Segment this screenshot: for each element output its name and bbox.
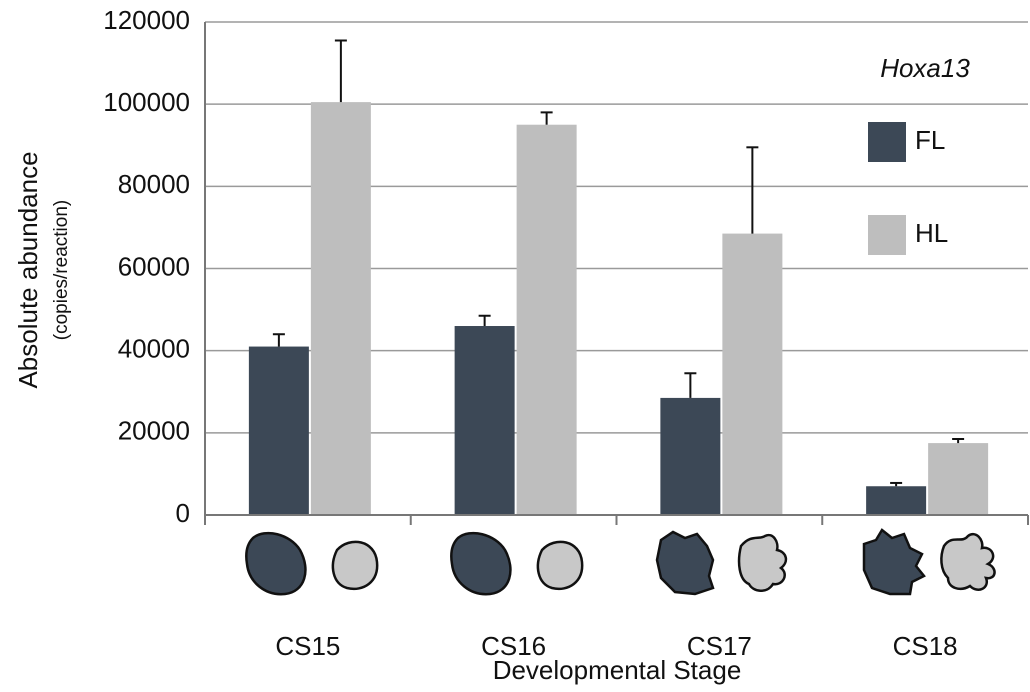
x-tick-label: CS16 (481, 631, 546, 661)
bar (249, 347, 309, 515)
bar (311, 102, 371, 515)
y-tick-label: 0 (176, 498, 190, 528)
bar (660, 398, 720, 515)
legend-label: FL (915, 125, 945, 155)
legend-swatch (868, 122, 906, 162)
bar (866, 486, 926, 515)
y-axis-sublabel: (copies/reaction) (51, 200, 72, 340)
y-tick-label: 80000 (118, 169, 190, 199)
bar (722, 234, 782, 515)
bar (928, 443, 988, 515)
legend-swatch (868, 215, 906, 255)
limb-illustrations (246, 530, 994, 594)
bar (517, 125, 577, 515)
y-tick-label: 100000 (103, 87, 190, 117)
x-tick-label: CS18 (893, 631, 958, 661)
x-tick-label: CS17 (687, 631, 752, 661)
legend-title: Hoxa13 (880, 53, 970, 83)
x-tick-label: CS15 (275, 631, 340, 661)
chart: Absolute abundance (copies/reaction) Dev… (0, 0, 1030, 692)
y-tick-label: 120000 (103, 5, 190, 35)
y-tick-label: 20000 (118, 416, 190, 446)
y-tick-label: 60000 (118, 251, 190, 281)
bar (455, 326, 515, 515)
y-axis-label: Absolute abundance (13, 151, 43, 388)
legend-label: HL (915, 218, 948, 248)
y-tick-label: 40000 (118, 334, 190, 364)
